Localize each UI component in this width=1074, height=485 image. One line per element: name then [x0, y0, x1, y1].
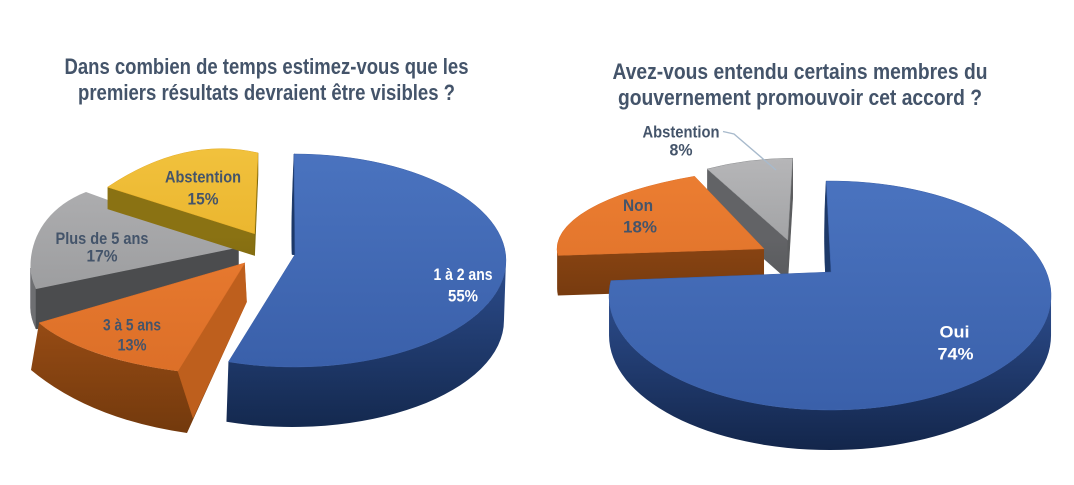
svg-text:18%: 18%	[623, 218, 657, 236]
svg-text:3 à 5 ans: 3 à 5 ans	[103, 316, 161, 334]
svg-text:17%: 17%	[87, 247, 118, 265]
svg-text:Plus de 5 ans: Plus de 5 ans	[56, 230, 149, 248]
svg-text:Dans combien de temps estimez-: Dans combien de temps estimez-vous que l…	[65, 54, 469, 79]
svg-text:74%: 74%	[938, 345, 974, 363]
svg-text:Oui: Oui	[940, 323, 970, 341]
svg-text:premiers résultats devraient ê: premiers résultats devraient être visibl…	[78, 80, 455, 105]
svg-text:15%: 15%	[188, 190, 219, 208]
svg-text:Non: Non	[623, 197, 653, 215]
svg-text:Avez-vous entendu certains mem: Avez-vous entendu certains membres du	[613, 59, 988, 84]
svg-text:55%: 55%	[448, 287, 478, 305]
svg-text:Abstention: Abstention	[643, 123, 720, 141]
svg-text:gouvernement promouvoir cet ac: gouvernement promouvoir cet accord ?	[618, 85, 982, 110]
svg-text:8%: 8%	[670, 142, 693, 160]
svg-text:13%: 13%	[118, 336, 147, 354]
svg-text:1 à 2 ans: 1 à 2 ans	[434, 266, 493, 284]
svg-text:Abstention: Abstention	[165, 168, 241, 186]
